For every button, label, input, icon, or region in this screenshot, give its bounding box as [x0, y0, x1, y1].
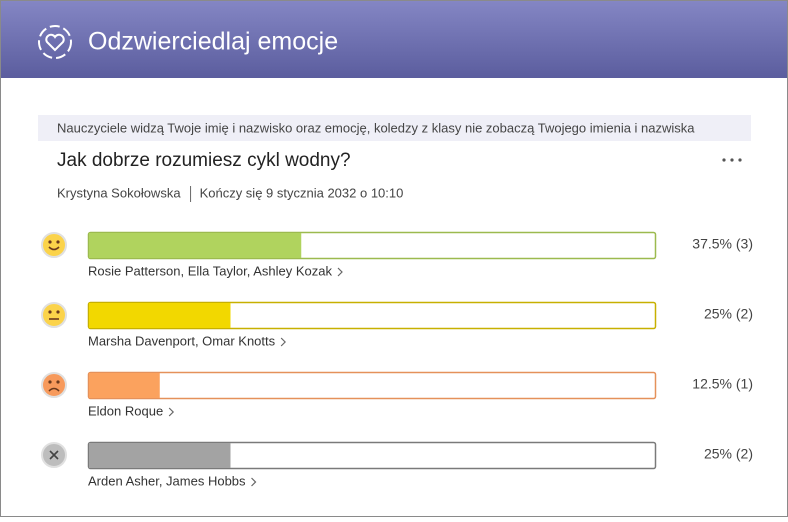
emotion-icon	[41, 372, 67, 398]
icon-eye	[48, 240, 52, 244]
value-label: 25% (2)	[704, 446, 753, 462]
value-label: 37.5% (3)	[692, 236, 753, 252]
icon-eye	[48, 310, 52, 314]
emotion-icon	[41, 232, 67, 258]
icon-face	[41, 232, 67, 258]
bar	[89, 373, 160, 398]
header-title: Odzwierciedlaj emocje	[88, 28, 338, 56]
header-icon	[38, 25, 72, 59]
chevron	[251, 477, 257, 487]
names-link[interactable]: Eldon Roque	[88, 403, 163, 418]
icon-x	[49, 450, 59, 460]
icon-eye	[56, 310, 60, 314]
icon-eye	[56, 240, 60, 244]
emotion-icon	[41, 302, 67, 328]
names-link[interactable]: Rosie Patterson, Ella Taylor, Ashley Koz…	[88, 263, 332, 278]
icon-eye	[48, 380, 52, 384]
icon-mouth	[48, 246, 60, 251]
chevron	[280, 337, 286, 347]
response-row: 12.5% (1) Eldon Roque	[41, 371, 753, 418]
response-row: 25% (2) Arden Asher, James Hobbs	[41, 441, 753, 488]
value-label: 25% (2)	[704, 306, 753, 322]
chevron	[337, 267, 343, 277]
notice-bar	[38, 115, 751, 141]
header-bar	[1, 1, 787, 78]
bar	[89, 303, 231, 328]
names-link[interactable]: Arden Asher, James Hobbs	[88, 473, 246, 488]
icon-eye	[56, 380, 60, 384]
response-row: 37.5% (3) Rosie Patterson, Ella Taylor, A…	[41, 231, 753, 278]
notice: Nauczyciele widzą Twoje imię i nazwisko …	[57, 120, 695, 135]
question: Jak dobrze rozumiesz cykl wodny?	[57, 150, 351, 171]
response-row: 25% (2) Marsha Davenport, Omar Knotts	[41, 301, 753, 348]
bar-track	[87, 371, 657, 400]
bar	[89, 443, 231, 468]
icon-mouth	[48, 387, 60, 392]
emotion-icon	[41, 442, 67, 468]
more-menu[interactable]	[722, 158, 742, 162]
value-label: 12.5% (1)	[692, 376, 753, 392]
names-link[interactable]: Marsha Davenport, Omar Knotts	[88, 333, 276, 348]
icon-face	[41, 302, 67, 328]
chevron	[168, 407, 175, 417]
bar	[89, 233, 302, 258]
icon-face	[41, 372, 67, 398]
author: Krystyna Sokołowska	[57, 185, 181, 200]
deadline: Kończy się 9 stycznia 2032 o 10:10	[200, 185, 404, 200]
